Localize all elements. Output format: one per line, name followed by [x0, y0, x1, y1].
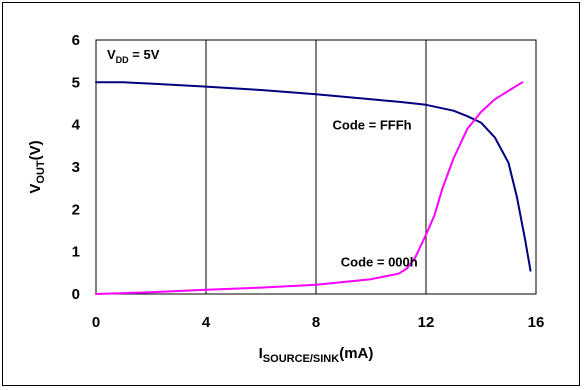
y-tick-3: 3	[72, 159, 80, 176]
series-line-code-fffh	[95, 81, 532, 272]
x-axis-label: ISOURCE/SINK(mA)	[259, 345, 374, 365]
annotation-code-000h: Code = 000h	[341, 254, 418, 269]
y-tick-1: 1	[72, 244, 80, 261]
y-tick-2: 2	[72, 201, 80, 218]
annotation-vdd: VDD = 5V	[107, 47, 160, 65]
series-group	[95, 81, 532, 295]
x-tick-8: 8	[312, 314, 320, 331]
x-tick-0: 0	[92, 314, 100, 331]
y-tick-5: 5	[72, 74, 80, 91]
chart-frame	[2, 2, 580, 386]
plot-area	[95, 39, 537, 295]
x-tick-16: 16	[528, 314, 545, 331]
y-axis-label: VOUT(V)	[27, 140, 47, 193]
x-tick-12: 12	[418, 314, 435, 331]
x-tick-4: 4	[202, 314, 211, 331]
y-tick-4: 4	[72, 117, 81, 134]
annotation-code-fffh: Code = FFFh	[333, 118, 412, 133]
y-tick-0: 0	[72, 286, 80, 303]
y-tick-6: 6	[72, 32, 80, 49]
grid-lines	[205, 40, 427, 294]
series-line-code-000h	[95, 81, 524, 295]
